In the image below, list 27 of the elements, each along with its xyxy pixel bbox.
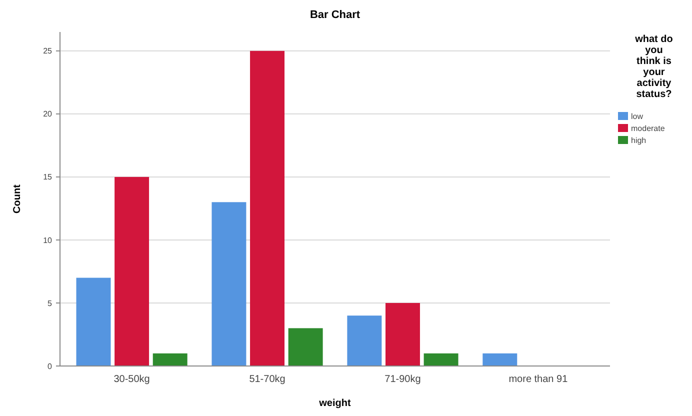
y-tick-label: 25: [43, 46, 53, 56]
bar: [250, 50, 285, 366]
bar: [482, 353, 518, 366]
x-tick-label: 51-70kg: [249, 374, 286, 385]
bar: [114, 176, 150, 366]
y-tick-label: 15: [43, 172, 53, 182]
legend-title: what do you think is your activity status?: [634, 34, 673, 100]
bar: [347, 316, 382, 366]
bar: [424, 353, 458, 366]
y-tick-label: 0: [48, 362, 53, 371]
y-axis-title: Count: [12, 184, 23, 214]
bar: [152, 353, 188, 366]
legend-label: moderate: [631, 124, 666, 133]
bar: [288, 328, 323, 366]
chart-title: Bar Chart: [310, 9, 360, 21]
y-tick-label: 20: [43, 110, 53, 119]
x-tick-label: more than 91: [508, 374, 568, 385]
legend-label: high: [631, 136, 646, 145]
bar: [385, 302, 420, 366]
bar: [212, 202, 246, 366]
x-tick-label: 71-90kg: [384, 374, 421, 385]
x-axis-title: weight: [318, 398, 352, 409]
legend-label: low: [631, 112, 644, 121]
y-tick-label: 10: [43, 236, 53, 245]
x-tick-label: 30-50kg: [114, 374, 150, 385]
y-tick-label: 5: [48, 298, 53, 308]
bar: [76, 278, 111, 366]
